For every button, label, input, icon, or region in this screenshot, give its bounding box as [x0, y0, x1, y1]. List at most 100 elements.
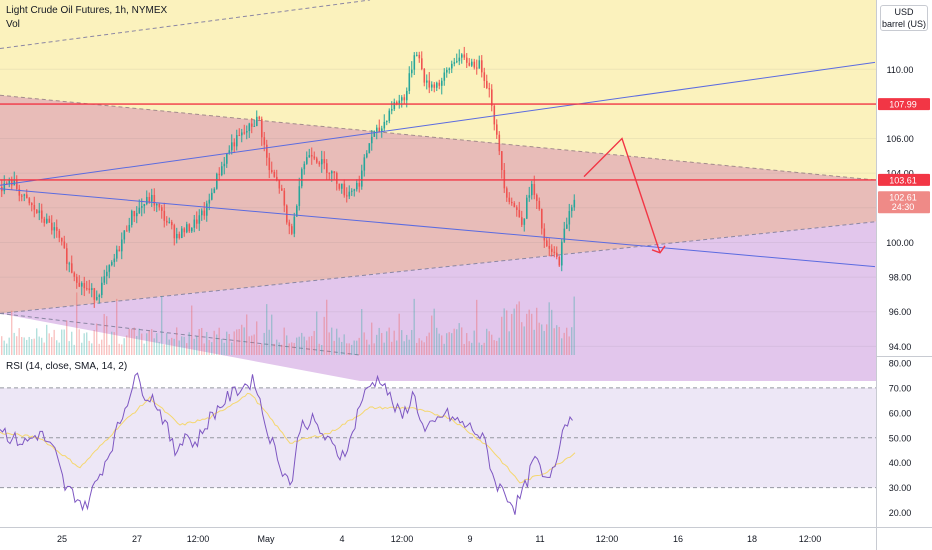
- volume-bar: [433, 308, 435, 355]
- volume-bar: [233, 331, 235, 355]
- candle-body: [461, 54, 463, 58]
- volume-bar: [423, 342, 425, 355]
- candle-body: [176, 233, 178, 239]
- price-label-box: [878, 191, 930, 214]
- candle-body: [361, 170, 363, 187]
- volume-bar: [31, 339, 33, 355]
- volume-bar: [146, 333, 148, 355]
- candle-body: [16, 179, 18, 189]
- candle-body: [311, 155, 313, 157]
- volume-bar: [478, 342, 480, 355]
- volume-bar: [71, 331, 73, 355]
- time-tick-label: 18: [747, 534, 757, 544]
- candle-body: [123, 230, 126, 240]
- candle-body: [473, 61, 476, 68]
- red-zone: [0, 95, 876, 314]
- volume-bar: [61, 329, 63, 355]
- volume-bar: [98, 343, 100, 355]
- candle-body: [56, 227, 58, 231]
- volume-bar: [343, 334, 345, 355]
- price-label-text: 103.61: [889, 175, 917, 185]
- volume-bar: [453, 328, 455, 355]
- candle-body: [58, 230, 61, 238]
- volume-bar: [176, 327, 178, 355]
- volume-bar: [503, 308, 505, 355]
- candle-body: [403, 97, 406, 101]
- volume-bar: [301, 332, 303, 355]
- volume-bar: [566, 327, 568, 355]
- volume-bar: [556, 325, 558, 355]
- volume-bar: [308, 336, 310, 355]
- volume-bar: [431, 315, 433, 355]
- candle-body: [181, 228, 183, 238]
- price-tick-label: 94.00: [889, 342, 912, 352]
- rsi-pane[interactable]: 80.00 70.00 60.00 50.00 40.00 30.00 20.00: [0, 358, 911, 518]
- candle-body: [398, 100, 401, 105]
- volume-bar: [281, 344, 283, 355]
- projection-arrow-head: [651, 245, 666, 254]
- rsi-legend[interactable]: RSI (14, close, SMA, 14, 2): [6, 361, 128, 372]
- candle-body: [381, 128, 383, 133]
- candle-body: [561, 241, 563, 266]
- candle-body: [43, 218, 46, 223]
- candle-body: [263, 137, 266, 145]
- countdown-label-text: 24:30: [892, 202, 915, 212]
- candle-body: [428, 80, 431, 88]
- volume-bar: [458, 323, 460, 355]
- candle-body: [118, 249, 121, 252]
- volume-bar: [513, 308, 515, 355]
- volume-legend[interactable]: Vol: [6, 19, 20, 30]
- candle-body: [206, 203, 208, 216]
- candle-body: [531, 183, 533, 196]
- volume-bar: [363, 332, 365, 355]
- candle-body: [128, 224, 131, 231]
- candle-body: [66, 248, 68, 264]
- blue-trend-line: [0, 61, 876, 186]
- candle-body: [371, 136, 373, 144]
- candle-body: [321, 159, 323, 165]
- volume-bar: [348, 343, 350, 355]
- candle-body: [478, 60, 481, 69]
- candle-body: [316, 158, 318, 163]
- volume-bar: [446, 333, 448, 355]
- volume-bar: [483, 342, 485, 355]
- volume-bar: [381, 333, 383, 355]
- volume-bar: [506, 310, 508, 355]
- volume-bar: [6, 343, 8, 355]
- volume-bar: [528, 309, 530, 355]
- currency-unit-selector[interactable]: USD barrel (US): [880, 5, 928, 31]
- candle-body: [271, 170, 273, 173]
- volume-bar: [248, 336, 250, 355]
- symbol-legend[interactable]: Light Crude Oil Futures, 1h, NYMEX: [6, 5, 168, 16]
- candle-body: [258, 116, 261, 119]
- candle-body: [266, 144, 268, 158]
- candle-body: [416, 54, 418, 56]
- volume-bar: [91, 343, 93, 355]
- candle-body: [226, 152, 228, 164]
- candle-body: [26, 194, 28, 199]
- volume-bar: [481, 344, 483, 355]
- time-tick-label: 12:00: [596, 534, 619, 544]
- candle-body: [353, 189, 356, 191]
- candle-body: [36, 209, 38, 213]
- candle-body: [306, 157, 308, 164]
- volume-bar: [406, 334, 408, 355]
- candle-body: [528, 195, 531, 198]
- candle-body: [543, 228, 546, 241]
- volume-bar: [51, 337, 53, 355]
- candle-body: [163, 210, 166, 221]
- candle-body: [523, 218, 526, 225]
- volume-bar: [303, 336, 305, 355]
- candle-body: [168, 221, 171, 223]
- candle-body: [448, 68, 451, 70]
- candle-body: [158, 204, 161, 208]
- volume-bar: [333, 340, 335, 355]
- time-tick-label: May: [257, 534, 275, 544]
- volume-bar: [43, 342, 45, 355]
- time-axis[interactable]: 25 27 12:00 May 4 12:00 9 11 12:00 16 18 12:00: [0, 527, 932, 545]
- candle-body: [71, 263, 73, 273]
- volume-bar: [466, 333, 468, 355]
- price-label-text: 102.61: [889, 193, 917, 203]
